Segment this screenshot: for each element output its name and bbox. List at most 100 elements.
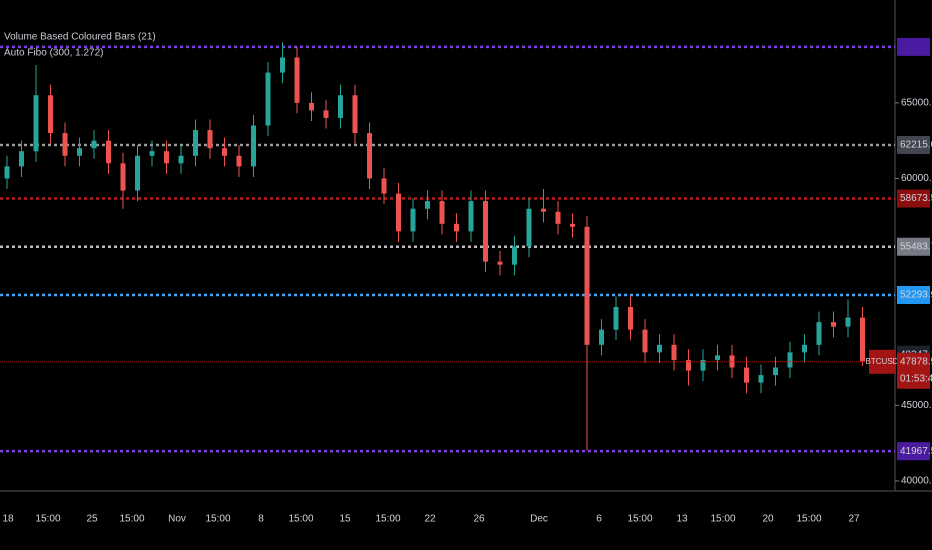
candle-body: [439, 201, 445, 224]
candle-body: [816, 322, 822, 345]
y-tick-label: 45000.00: [901, 400, 932, 411]
symbol-box: [869, 349, 896, 374]
last-price-label: 47878.91: [900, 356, 932, 367]
candle-body: [338, 95, 343, 118]
candle-body: [744, 367, 749, 383]
candle-body: [613, 307, 619, 330]
candle-body: [207, 130, 213, 149]
candle-body: [657, 344, 662, 353]
x-tick-label: 25: [86, 514, 98, 525]
candle-body: [381, 178, 387, 194]
price-label-box: [897, 135, 930, 154]
price-label: 41967.50: [900, 446, 932, 457]
candle-body: [628, 307, 633, 330]
candle-body: [671, 344, 677, 360]
candle-body: [193, 130, 198, 156]
candle-body: [222, 148, 227, 156]
countdown: 01:53:43: [900, 373, 932, 384]
x-tick-label: 15:00: [288, 514, 313, 525]
x-tick-label: 15:00: [375, 514, 400, 525]
price-label: 52293.92: [900, 290, 932, 301]
candle-body: [33, 95, 39, 152]
candle-body: [120, 163, 126, 191]
x-tick-label: 18: [2, 514, 14, 525]
candle-body: [77, 148, 82, 156]
x-tick-label: 27: [848, 514, 860, 525]
candle-body: [396, 193, 401, 232]
candle-body: [309, 102, 314, 111]
candle-body: [265, 72, 271, 126]
x-tick-label: 15: [339, 514, 351, 525]
candle-body: [497, 261, 503, 265]
candle-body: [773, 367, 778, 376]
x-tick-label: 6: [596, 514, 602, 525]
candle-body: [526, 208, 532, 247]
price-label-box: [897, 189, 930, 208]
x-tick-label: 13: [676, 514, 688, 525]
x-tick-label: 15:00: [710, 514, 735, 525]
y-tick-label: 65000.00: [901, 97, 932, 108]
last-price-box: [897, 352, 930, 389]
candle-body: [178, 155, 184, 164]
x-tick-label: 22: [424, 514, 436, 525]
price-label: 58673.59: [900, 193, 932, 204]
candle-body: [280, 57, 285, 73]
candle-body: [91, 140, 97, 149]
candle-body: [323, 110, 329, 118]
candle-body: [483, 201, 488, 262]
legend-item: Auto Fibo (300, 1.272): [4, 48, 104, 59]
candle-body: [19, 151, 24, 167]
candle-body: [236, 155, 242, 167]
candle-body: [541, 208, 546, 212]
candle-body: [425, 201, 430, 209]
candle-body: [686, 359, 691, 371]
price-label-box: [897, 237, 930, 256]
candle-body: [860, 317, 865, 362]
candle-body: [164, 151, 169, 164]
candle-body: [584, 226, 590, 345]
y-tick-label: 60000.00: [901, 173, 932, 184]
candle-body: [454, 223, 459, 232]
candle-body: [787, 352, 793, 368]
x-tick-label: 8: [258, 514, 264, 525]
y-tick-label: 40000.00: [901, 476, 932, 487]
candle-body: [294, 57, 300, 103]
x-tick-label: 15:00: [796, 514, 821, 525]
candle-body: [758, 375, 764, 383]
candle-body: [48, 95, 53, 134]
x-tick-label: 15:00: [627, 514, 652, 525]
x-tick-label: 20: [762, 514, 774, 525]
candle-body: [62, 133, 68, 156]
candle-body: [831, 322, 836, 327]
candle-body: [4, 166, 10, 179]
candle-body: [352, 95, 358, 134]
candle-body: [570, 223, 575, 227]
candle-body: [715, 355, 720, 360]
candle-body: [845, 317, 851, 327]
candle-body: [512, 246, 517, 265]
candle-body: [367, 133, 372, 179]
candle-body: [149, 151, 155, 156]
price-label-box: [897, 37, 930, 56]
candle-body: [555, 211, 561, 224]
candle-body: [599, 329, 604, 345]
price-label: 62215.05: [900, 140, 932, 151]
candle-body: [251, 125, 256, 167]
candle-body: [802, 344, 807, 353]
price-label-box: [897, 285, 930, 304]
candle-body: [700, 359, 706, 371]
x-tick-label: Dec: [530, 514, 548, 525]
candle-body: [468, 201, 474, 232]
candle-body: [106, 140, 111, 164]
x-tick-label: 15:00: [119, 514, 144, 525]
price-label-box: [897, 442, 930, 461]
price-label: 55483.75: [900, 241, 932, 252]
x-tick-label: Nov: [168, 514, 186, 525]
candle-body: [135, 155, 140, 191]
symbol-label: BTCUSD: [866, 357, 899, 366]
x-tick-label: 15:00: [35, 514, 60, 525]
x-tick-label: 26: [473, 514, 485, 525]
